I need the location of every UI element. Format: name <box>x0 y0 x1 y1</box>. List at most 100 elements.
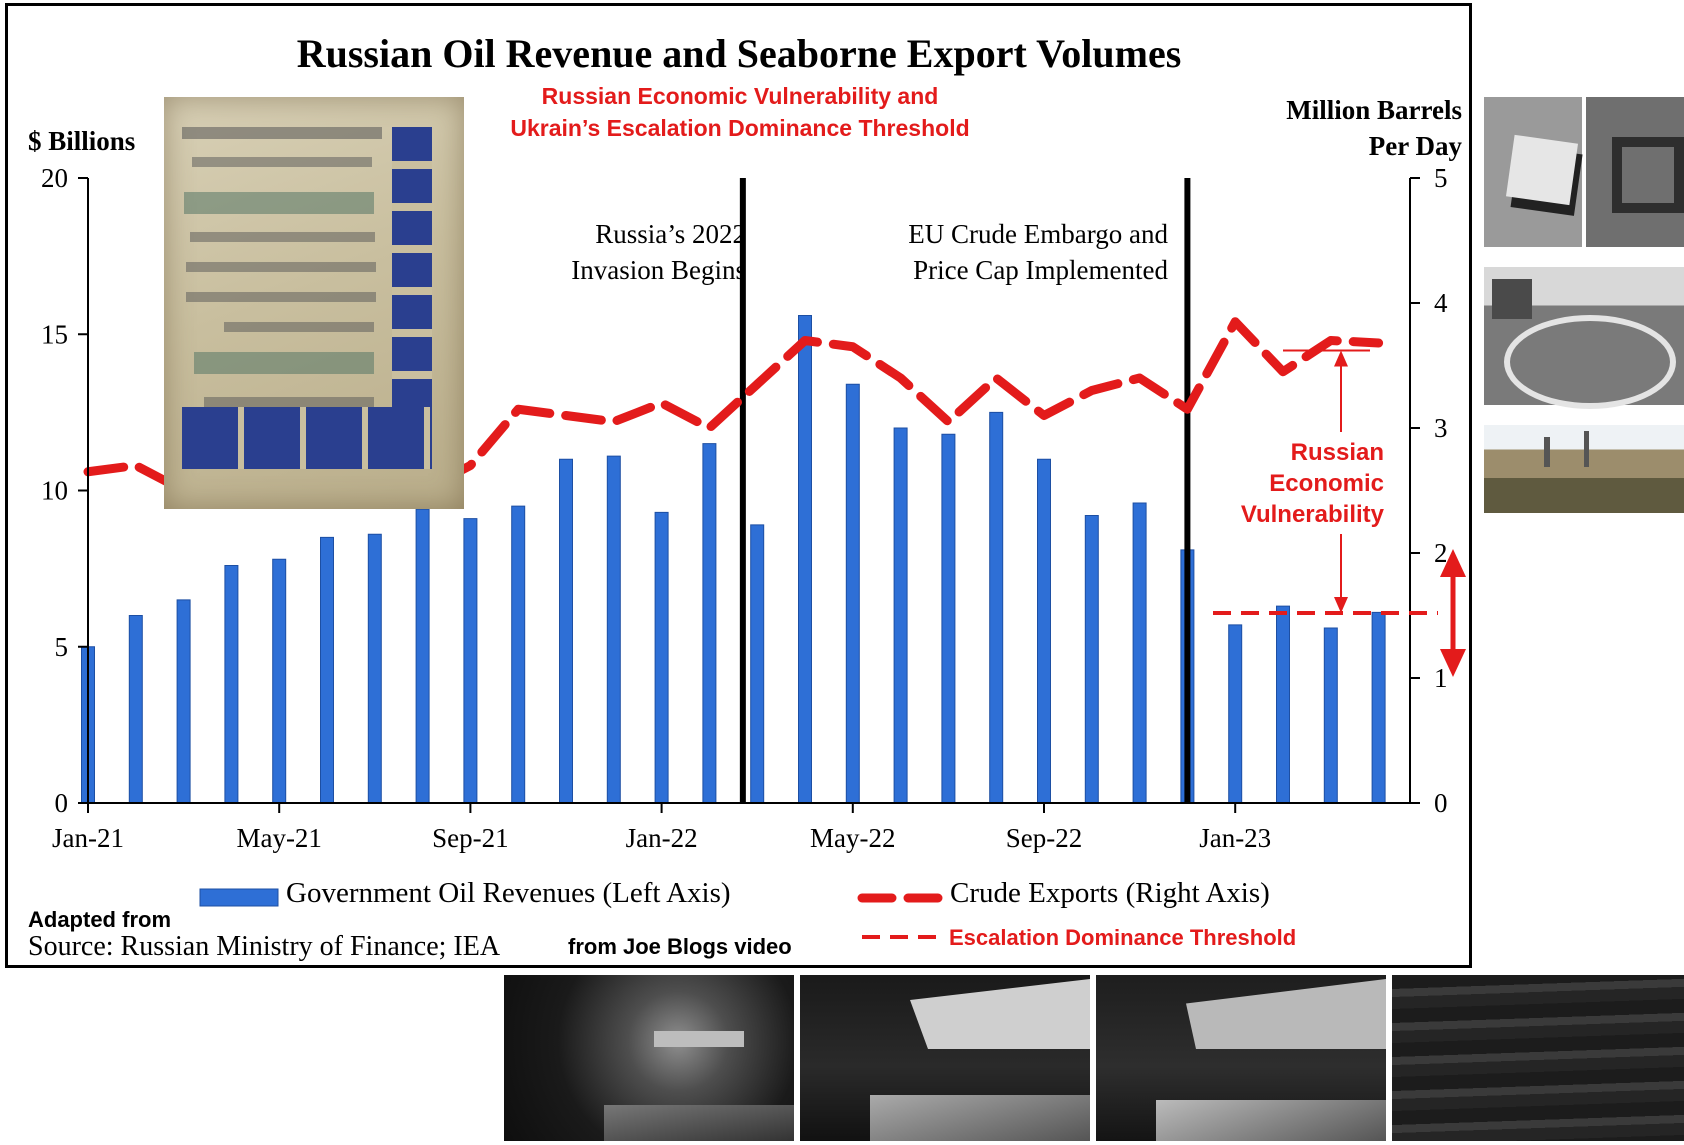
ruins-image <box>1484 267 1684 409</box>
x-tick-label-Jan-23: Jan-23 <box>1199 823 1271 853</box>
x-tick-label-Jan-22: Jan-22 <box>626 823 698 853</box>
bar-Dec-21 <box>606 455 621 804</box>
right-tick-label-4: 4 <box>1434 288 1448 318</box>
legend-line-label: Crude Exports (Right Axis) <box>950 877 1270 909</box>
bar-Sep-22 <box>1037 458 1051 804</box>
bar-May-22 <box>845 383 860 804</box>
legend-threshold-label: Escalation Dominance Threshold <box>949 925 1297 950</box>
line-point-Oct-22 <box>1091 390 1093 391</box>
legend-swatches <box>199 888 949 939</box>
line-point-Mar-23 <box>1330 340 1332 341</box>
x-tick-label-May-22: May-22 <box>810 823 895 853</box>
bar-Nov-22 <box>1132 502 1147 804</box>
x-tick-label-Sep-21: Sep-21 <box>432 823 509 853</box>
line-point-Dec-21 <box>613 421 615 423</box>
line-point-Nov-21 <box>565 415 567 416</box>
event-lines <box>739 178 1191 803</box>
right-axis-label: Million Barrels Per Day <box>1286 92 1462 164</box>
adapted-note: Adapted from <box>28 907 171 932</box>
vulnerability-arrow-down-head <box>1334 597 1348 613</box>
vulnerability-label-line-2: Economic <box>1269 470 1384 497</box>
bar-Jul-22 <box>941 433 956 804</box>
left-axis-label: $ Billions <box>28 126 136 156</box>
subtitle-line-1: Russian Economic Vulnerability and <box>541 83 939 109</box>
left-tick-label-10: 10 <box>41 476 68 506</box>
bar-Aug-22 <box>989 411 1004 804</box>
line-point-Mar-22 <box>756 383 758 385</box>
bar-Jan-23 <box>1228 624 1243 804</box>
line-point-May-22 <box>852 346 854 348</box>
event-label-embargo-line-2: Price Cap Implemented <box>913 255 1168 285</box>
line-point-Jun-22 <box>900 377 902 379</box>
event-label-invasion-line-1: Russia’s 2022 <box>595 219 746 249</box>
bar-Mar-23 <box>1323 627 1338 804</box>
line-point-Jan-23 <box>1234 321 1236 323</box>
line-point-Apr-23 <box>1378 342 1380 344</box>
bar-Apr-23 <box>1371 611 1386 804</box>
night-tanker-image-3 <box>1096 975 1386 1141</box>
x-tick-label-Jan-21: Jan-21 <box>52 823 124 853</box>
bar-May-21 <box>272 558 287 804</box>
line-point-Oct-21 <box>517 408 519 410</box>
bar-Jun-22 <box>893 427 908 804</box>
bar-Aug-21 <box>415 508 430 804</box>
vulnerability-arrow-up-head <box>1334 350 1348 367</box>
event-label-embargo-line-1: EU Crude Embargo and <box>908 219 1168 249</box>
construction-image <box>1484 425 1684 513</box>
event-label-embargo: EU Crude Embargo and Price Cap Implement… <box>820 216 1168 288</box>
blurred-sea-image <box>1392 975 1684 1141</box>
bar-Feb-21 <box>128 615 143 804</box>
line-point-Feb-23 <box>1282 371 1284 373</box>
left-tick-label-20: 20 <box>41 163 68 193</box>
line-point-Nov-22 <box>1139 377 1141 379</box>
threshold-range-arrow-up <box>1440 549 1466 577</box>
bar-Oct-21 <box>511 505 526 804</box>
right-tick-label-2: 2 <box>1434 538 1448 568</box>
bar-Feb-23 <box>1276 605 1290 804</box>
line-point-Feb-22 <box>708 427 710 429</box>
line-point-Feb-21 <box>135 465 137 466</box>
right-tick-label-1: 1 <box>1434 663 1448 693</box>
left-tick-label-0: 0 <box>55 788 69 818</box>
line-point-Jul-22 <box>947 421 949 423</box>
legend-bar-label: Government Oil Revenues (Left Axis) <box>286 877 731 909</box>
night-tanker-image-1 <box>504 975 794 1141</box>
bar-Jun-21 <box>320 536 334 804</box>
satellite-image <box>1484 97 1684 247</box>
bar-Mar-21 <box>176 599 191 804</box>
x-tick-label-May-21: May-21 <box>236 823 321 853</box>
event-label-invasion-line-2: Invasion Begins <box>571 255 746 285</box>
left-tick-label-15: 15 <box>41 319 68 349</box>
line-point-Apr-22 <box>804 340 806 341</box>
x-tick-label-Sep-22: Sep-22 <box>1006 823 1083 853</box>
right-axis-label-line-1: Million Barrels <box>1286 95 1462 125</box>
source-note: Source: Russian Ministry of Finance; IEA <box>28 931 501 962</box>
vulnerability-label-line-1: Russian <box>1290 439 1384 466</box>
legend-bar-swatch <box>199 888 279 907</box>
bar-Apr-22 <box>798 315 812 804</box>
vulnerability-label: Russian Economic Vulnerability <box>1200 437 1384 530</box>
line-point-Dec-22 <box>1186 408 1188 410</box>
right-tick-label-5: 5 <box>1434 163 1448 193</box>
left-tick-label-5: 5 <box>55 632 69 662</box>
chart-subtitle: Russian Economic Vulnerability and Ukrai… <box>420 80 1060 144</box>
bar-Mar-22 <box>750 524 765 804</box>
bar-Feb-22 <box>702 443 717 804</box>
event-label-invasion: Russia’s 2022 Invasion Begins <box>500 216 746 288</box>
video-note: from Joe Blogs video <box>568 934 792 959</box>
bar-Sep-21 <box>463 518 478 804</box>
line-point-Aug-22 <box>995 377 997 379</box>
bar-series <box>81 315 1386 804</box>
threshold-group <box>1213 349 1466 677</box>
subtitle-line-2: Ukrain’s Escalation Dominance Threshold <box>510 115 970 141</box>
bar-Jan-22 <box>654 511 669 804</box>
line-point-Sep-21 <box>469 465 471 466</box>
bar-Apr-21 <box>224 565 239 804</box>
axes: 0 5 10 15 20 0 1 2 3 4 5 Jan-21 May-21 Sep-21 Jan-22 Ma… <box>41 163 1448 853</box>
manuscript-image <box>164 97 464 509</box>
right-tick-label-3: 3 <box>1434 413 1448 443</box>
bar-Nov-21 <box>559 458 573 804</box>
line-point-Jan-22 <box>661 402 663 404</box>
line-point-Sep-22 <box>1043 415 1045 416</box>
right-tick-label-0: 0 <box>1434 788 1448 818</box>
